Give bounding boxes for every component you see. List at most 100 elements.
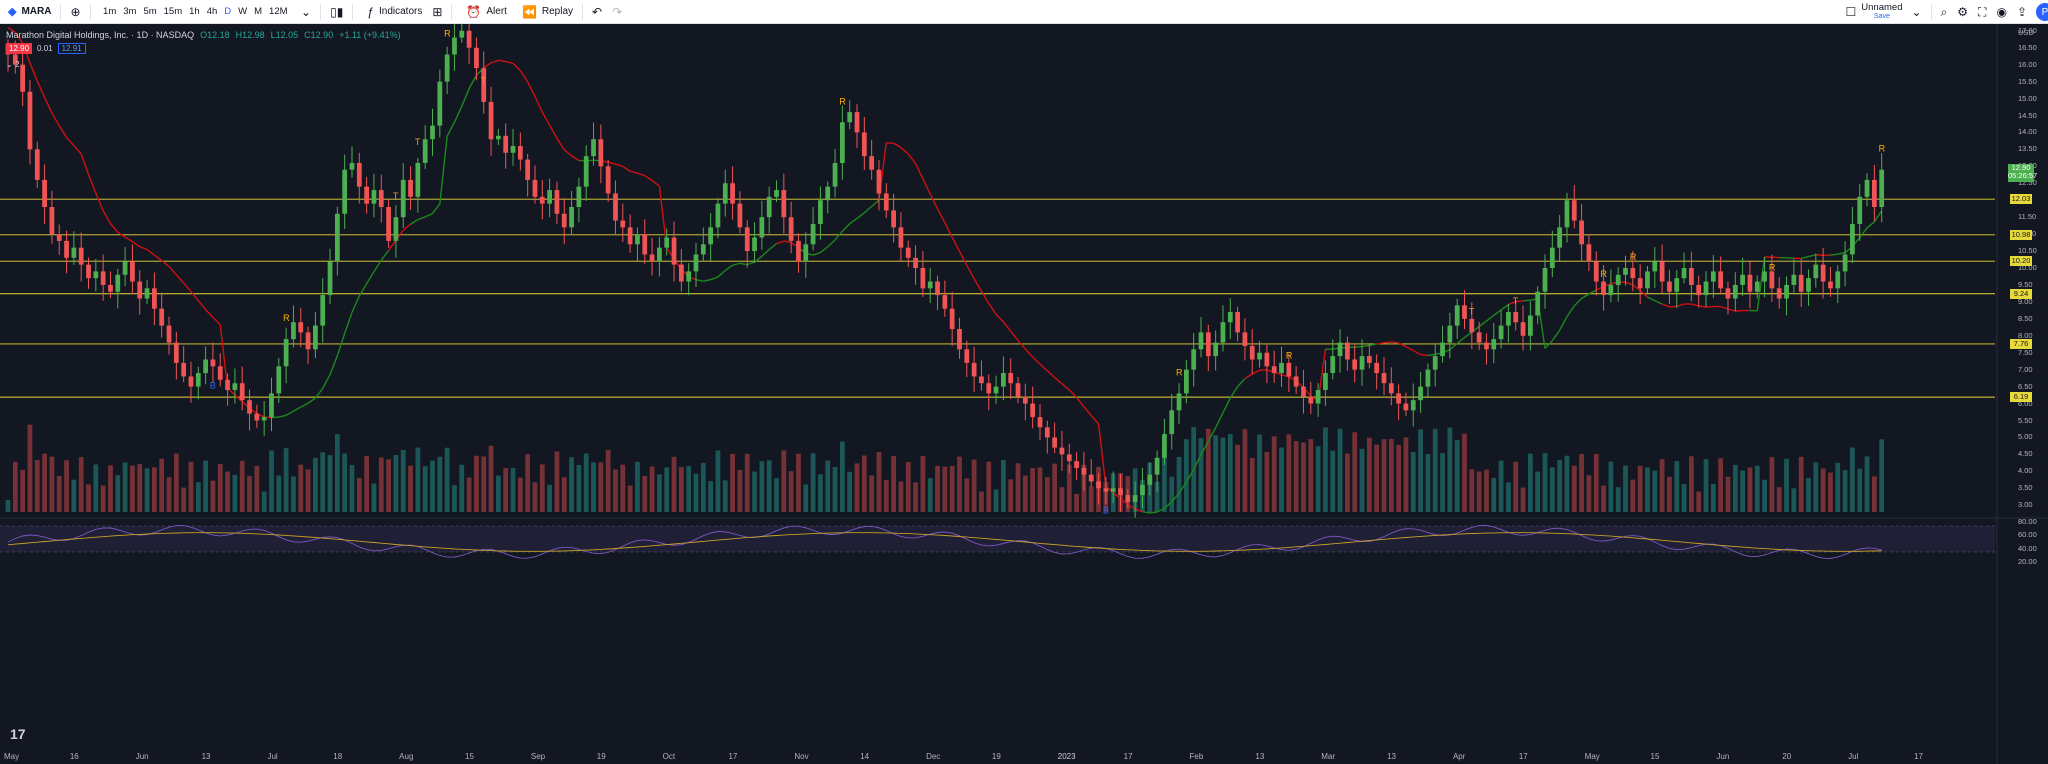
timeframe-3m[interactable]: 3m [123, 6, 137, 17]
search-icon[interactable]: ⌕ [1940, 4, 1948, 19]
timeframe-m[interactable]: M [254, 6, 263, 17]
candle-body [891, 210, 896, 228]
signal-label: R [1879, 144, 1886, 154]
trailing-stop-line [1427, 353, 1436, 357]
volume-bar [891, 456, 896, 512]
volume-bar [737, 470, 743, 512]
candle-body [627, 227, 633, 245]
signal-label: T [1469, 306, 1475, 316]
candle-body [964, 349, 970, 363]
alert-button[interactable]: ⏰ Alert [456, 0, 512, 24]
tradingview-logo-icon[interactable]: 17 [10, 726, 26, 742]
layout-square-icon[interactable]: ☐ [1845, 5, 1857, 19]
timeframe-w[interactable]: W [238, 6, 248, 17]
candle-body [752, 237, 757, 252]
volume-bar [861, 455, 867, 512]
volume-bar [1798, 456, 1804, 512]
fullscreen-icon[interactable]: ⛶ [1978, 4, 1987, 19]
candle-style-icon[interactable]: ▯▮ [330, 4, 344, 19]
candle-body [349, 162, 355, 170]
candle-body [1176, 393, 1182, 411]
timeframe-15m[interactable]: 15m [163, 6, 183, 17]
layout-name-button[interactable]: Unnamed Save [1861, 3, 1902, 21]
trailing-stop-line [1625, 281, 1634, 286]
timeframe-12m[interactable]: 12M [269, 6, 288, 17]
volume-bar [1388, 438, 1394, 512]
timeframe-5m[interactable]: 5m [143, 6, 157, 17]
candle-body [1440, 342, 1445, 357]
timeframe-4h[interactable]: 4h [206, 6, 218, 17]
compare-plus-icon[interactable]: ⊕ [70, 4, 81, 19]
candle-body [1462, 305, 1467, 319]
price-tick: 9.50 [2018, 279, 2033, 289]
trailing-stop-line [1405, 345, 1414, 352]
templates-grid-icon[interactable]: ⊞ [432, 4, 443, 19]
trailing-stop-line [197, 300, 207, 311]
redo-icon[interactable]: ↷ [612, 4, 623, 19]
volume-bar [474, 455, 479, 512]
trailing-stop-line [1061, 383, 1070, 391]
settings-gear-icon[interactable]: ⚙ [1957, 5, 1969, 19]
candle-body [225, 379, 230, 390]
price-tick: 5.00 [2018, 432, 2033, 442]
publish-icon[interactable]: ⇪ [2016, 5, 2027, 19]
candle-body [49, 207, 55, 235]
trailing-stop-line [1800, 255, 1809, 260]
candle-body [1264, 352, 1270, 367]
chart-canvas[interactable]: R T T T R R B R T T R R R R R B [0, 24, 2048, 764]
trailing-stop-line [548, 124, 558, 139]
signal-label: R [1176, 367, 1183, 377]
timeframe-1h[interactable]: 1h [189, 6, 200, 17]
indicators-button[interactable]: ƒ Indicators [357, 0, 427, 24]
timeframe-d[interactable]: D [224, 6, 232, 17]
price-tick: 5.50 [2018, 415, 2033, 425]
avatar[interactable]: P [2036, 3, 2048, 21]
volume-bar [1506, 482, 1511, 512]
candle-body [539, 196, 545, 204]
candle-body [188, 376, 194, 387]
timeframe-chevron-down-icon[interactable]: ⌄ [301, 4, 312, 19]
timeframe-1m[interactable]: 1m [103, 6, 117, 17]
candle-body [334, 213, 340, 262]
time-tick: 14 [860, 752, 870, 761]
volume-bar [276, 475, 282, 512]
volume-bar [364, 456, 370, 512]
buy-price-button[interactable]: 12.91 [57, 43, 86, 54]
trailing-stop-line [563, 149, 573, 157]
symbol-search[interactable]: ◆ MARA [0, 0, 56, 24]
indicator-count-badge[interactable]: ⌄ 2 [6, 60, 20, 69]
volume-bar [1279, 447, 1284, 512]
candle-body [474, 47, 479, 69]
volume-bar [627, 485, 633, 512]
candle-body [232, 383, 238, 390]
candle-body [576, 186, 582, 207]
candle-body [1081, 467, 1087, 475]
candle-body [510, 146, 516, 153]
trailing-stop-line [922, 178, 931, 195]
legend-high: H12.98 [235, 30, 265, 40]
layout-name: Unnamed [1861, 2, 1903, 13]
replay-button[interactable]: ⏪ Replay [512, 0, 578, 24]
candle-body [598, 139, 604, 167]
layout-chevron-down-icon[interactable]: ⌄ [1911, 5, 1922, 19]
volume-bar [1432, 428, 1438, 512]
undo-icon[interactable]: ↶ [592, 4, 603, 19]
trailing-stop-line [29, 62, 38, 82]
volume-bar [635, 461, 640, 512]
trailing-stop-line [1588, 289, 1597, 295]
trailing-stop-line [1361, 344, 1370, 348]
candle-body [400, 179, 406, 218]
volume-bar [488, 445, 494, 512]
trailing-stop-line [51, 112, 60, 127]
candle-body [1879, 169, 1885, 207]
candle-body [1286, 362, 1292, 377]
volume-bar [1659, 459, 1665, 512]
candle-body [1103, 488, 1109, 492]
candle-body [876, 169, 882, 194]
sell-price-button[interactable]: 12.90 [6, 43, 33, 54]
trailing-stop-line [512, 62, 521, 72]
volume-bar [1169, 476, 1175, 512]
candle-body [386, 207, 391, 241]
volume-bar [269, 450, 274, 512]
camera-snapshot-icon[interactable]: ◉ [1996, 5, 2007, 19]
